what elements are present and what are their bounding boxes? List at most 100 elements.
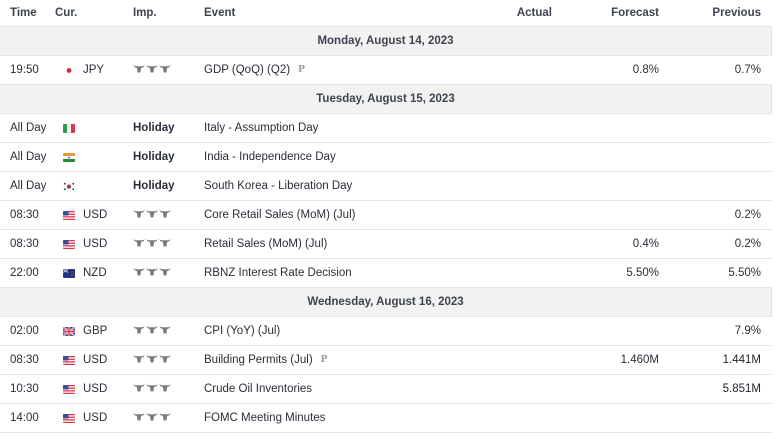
bull-icon [133, 325, 146, 337]
japan-flag-icon [63, 65, 75, 75]
column-header-importance[interactable]: Imp. [133, 7, 157, 19]
bull-icon [146, 238, 159, 250]
date-label: Wednesday, August 16, 2023 [307, 296, 464, 308]
table-row[interactable]: All Day Holiday Italy - Assumption Day [0, 114, 772, 143]
event-name[interactable]: RBNZ Interest Rate Decision [204, 267, 504, 279]
event-name[interactable]: India - Independence Day [204, 151, 504, 163]
event-name-link[interactable]: Crude Oil Inventories [204, 383, 313, 395]
currency-code: USD [83, 383, 108, 395]
event-name[interactable]: Core Retail Sales (MoM) (Jul) [204, 209, 504, 221]
event-importance [133, 238, 204, 250]
currency-code: USD [83, 238, 108, 250]
event-forecast: 5.50% [626, 267, 659, 279]
event-name-link[interactable]: RBNZ Interest Rate Decision [204, 267, 352, 279]
column-header-actual[interactable]: Actual [516, 7, 552, 19]
event-name[interactable]: South Korea - Liberation Day [204, 180, 504, 192]
table-row[interactable]: All Day Holiday South Korea - Liberation… [0, 172, 772, 201]
event-time: All Day [10, 151, 47, 163]
event-name[interactable]: Retail Sales (MoM) (Jul) [204, 238, 504, 250]
currency-code: NZD [83, 267, 107, 279]
event-currency: USD [55, 412, 133, 424]
event-currency [55, 123, 133, 133]
event-name-link[interactable]: South Korea - Liberation Day [204, 180, 353, 192]
event-name[interactable]: Italy - Assumption Day [204, 122, 504, 134]
bull-icon [159, 325, 172, 337]
event-name-link[interactable]: Italy - Assumption Day [204, 122, 319, 134]
event-name[interactable]: Building Permits (Jul) P [204, 354, 504, 366]
bull-icon [159, 64, 172, 76]
bull-icon [146, 354, 159, 366]
event-name-link[interactable]: India - Independence Day [204, 151, 336, 163]
table-row[interactable]: 02:00 GBP CPI (YoY) (Jul) 7.9% [0, 317, 772, 346]
event-name-link[interactable]: Retail Sales (MoM) (Jul) [204, 238, 328, 250]
event-currency: USD [55, 383, 133, 395]
holiday-label: Holiday [133, 151, 175, 163]
event-importance [133, 325, 204, 337]
column-header-previous[interactable]: Previous [712, 7, 761, 19]
preliminary-icon[interactable]: P [298, 65, 305, 75]
table-row[interactable]: 08:30 USD Building Permits (Jul) P 1.460M… [0, 346, 772, 375]
bull-icon [133, 383, 146, 395]
date-header-row: Monday, August 14, 2023 [0, 27, 772, 56]
event-name-link[interactable]: Core Retail Sales (MoM) (Jul) [204, 209, 356, 221]
event-name-link[interactable]: FOMC Meeting Minutes [204, 412, 326, 424]
bull-icon [133, 238, 146, 250]
column-header-event[interactable]: Event [204, 7, 236, 19]
event-previous: 0.7% [734, 64, 761, 76]
preliminary-icon[interactable]: P [320, 355, 328, 365]
table-row[interactable]: 22:00 NZD RBNZ Interest Rate Decision 5.… [0, 259, 772, 288]
event-time: 10:30 [10, 383, 39, 395]
usa-flag-icon [63, 413, 75, 423]
column-header-forecast[interactable]: Forecast [611, 7, 659, 19]
event-currency: USD [55, 354, 133, 366]
bull-icon [146, 64, 159, 76]
table-row[interactable]: 19:50 JPY GDP (QoQ) (Q2) P 0.8% 0.7% [0, 56, 772, 85]
date-header-row: Tuesday, August 15, 2023 [0, 85, 772, 114]
event-importance [133, 383, 204, 395]
table-header: Time Cur. Imp. Event Actual Forecast Pre… [0, 0, 772, 27]
event-name-link[interactable]: Building Permits (Jul) [204, 354, 313, 366]
event-previous: 7.9% [734, 325, 761, 337]
event-previous: 5.851M [722, 383, 761, 395]
event-name[interactable]: FOMC Meeting Minutes [204, 412, 504, 424]
event-name[interactable]: GDP (QoQ) (Q2) P [204, 64, 504, 76]
bull-icon [133, 354, 146, 366]
bull-icon [146, 325, 159, 337]
event-time: All Day [10, 122, 47, 134]
event-currency [55, 181, 133, 191]
table-row[interactable]: 14:00 USD FOMC Meeting Minutes [0, 404, 772, 433]
usa-flag-icon [63, 384, 75, 394]
event-currency: USD [55, 209, 133, 221]
event-name-link[interactable]: CPI (YoY) (Jul) [204, 325, 281, 337]
column-header-time[interactable]: Time [10, 7, 37, 19]
event-currency: NZD [55, 267, 133, 279]
india-flag-icon [63, 152, 75, 162]
uk-flag-icon [63, 326, 75, 336]
column-header-currency[interactable]: Cur. [55, 7, 78, 19]
holiday-label: Holiday [133, 180, 175, 192]
bull-icon [159, 383, 172, 395]
table-row[interactable]: 08:30 USD Core Retail Sales (MoM) (Jul) … [0, 201, 772, 230]
event-previous: 0.2% [734, 209, 761, 221]
table-row[interactable]: 08:30 USD Retail Sales (MoM) (Jul) 0.4% … [0, 230, 772, 259]
currency-code: USD [83, 209, 108, 221]
date-header-row: Wednesday, August 16, 2023 [0, 288, 772, 317]
bull-icon [146, 209, 159, 221]
bull-icon [133, 412, 146, 424]
event-name-link[interactable]: GDP (QoQ) (Q2) [204, 64, 291, 76]
table-row[interactable]: All Day Holiday India - Independence Day [0, 143, 772, 172]
event-currency: USD [55, 238, 133, 250]
event-importance [133, 412, 204, 424]
event-forecast: 0.8% [632, 64, 659, 76]
table-row[interactable]: 10:30 USD Crude Oil Inventories 5.851M [0, 375, 772, 404]
event-importance [133, 209, 204, 221]
bull-icon [146, 267, 159, 279]
event-importance: Holiday [133, 180, 204, 192]
date-label: Tuesday, August 15, 2023 [316, 93, 455, 105]
usa-flag-icon [63, 239, 75, 249]
event-name[interactable]: Crude Oil Inventories [204, 383, 504, 395]
event-name[interactable]: CPI (YoY) (Jul) [204, 325, 504, 337]
event-previous: 5.50% [728, 267, 761, 279]
currency-code: JPY [83, 64, 105, 76]
bull-icon [133, 267, 146, 279]
